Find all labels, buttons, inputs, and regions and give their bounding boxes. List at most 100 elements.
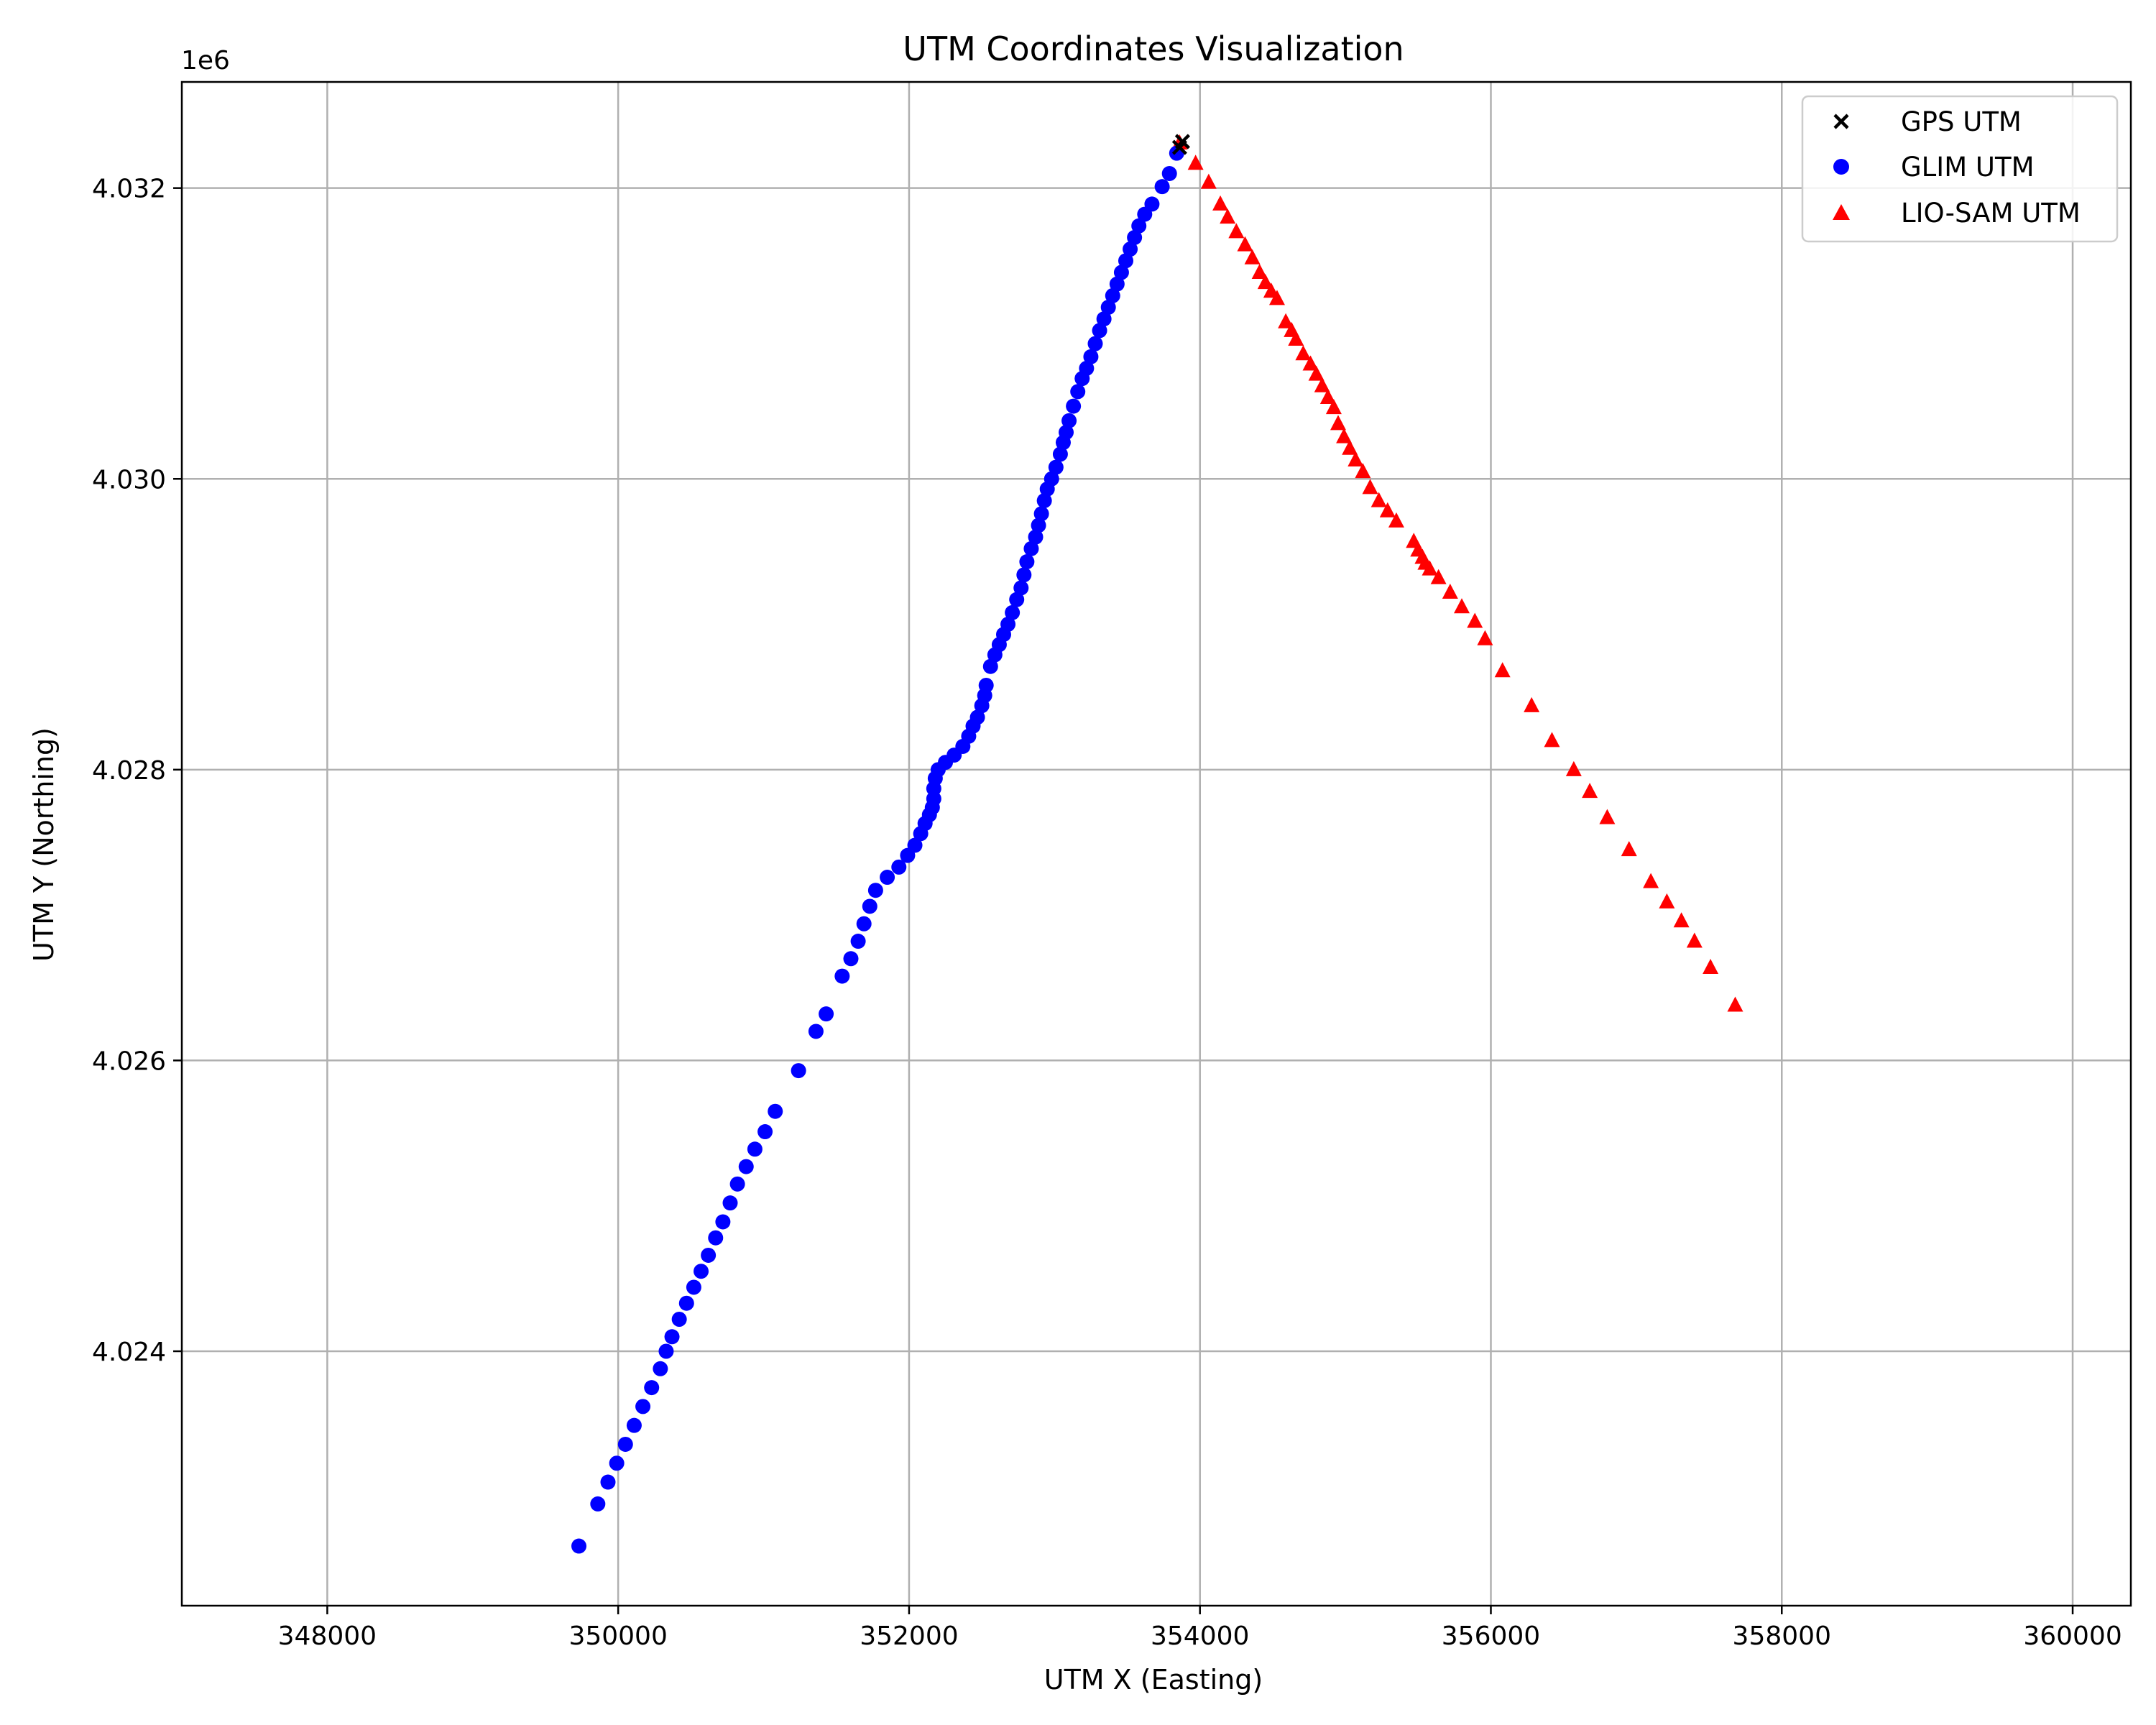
- glim-point: [1154, 179, 1170, 195]
- glim-point: [1096, 311, 1112, 327]
- liosam-point: [1703, 958, 1719, 974]
- glim-point: [1105, 288, 1120, 303]
- glim-point: [1066, 398, 1082, 414]
- x-tick-label: 356000: [1442, 1622, 1540, 1651]
- glim-point: [757, 1124, 773, 1140]
- y-tick-label: 4.026: [92, 1046, 166, 1076]
- x-tick-label: 352000: [860, 1622, 958, 1651]
- liosam-point: [1643, 873, 1659, 888]
- chart-title: UTM Coordinates Visualization: [903, 29, 1404, 68]
- glim-point: [686, 1279, 701, 1295]
- glim-point: [850, 934, 866, 949]
- glim-point: [664, 1329, 680, 1345]
- glim-point: [635, 1399, 651, 1414]
- y-axis-offset-label: 1e6: [181, 46, 230, 75]
- liosam-point: [1467, 612, 1483, 628]
- liosam-point: [1388, 512, 1404, 528]
- gps-point: [1174, 134, 1191, 150]
- glim-point: [978, 678, 994, 694]
- glim-point: [1100, 300, 1116, 316]
- glim-point: [880, 870, 895, 886]
- liosam-point: [1494, 662, 1511, 678]
- grid: [182, 82, 2131, 1606]
- glim-point: [1079, 361, 1095, 377]
- legend-marker-glim: [1833, 159, 1849, 175]
- glim-point: [1161, 165, 1177, 181]
- legend: GPS UTM GLIM UTM LIO-SAM UTM: [1801, 95, 2119, 243]
- glim-point: [1019, 554, 1035, 570]
- legend-label-glim: GLIM UTM: [1901, 152, 2035, 183]
- glim-point: [1009, 592, 1025, 607]
- legend-box: [1801, 95, 2119, 243]
- legend-marker-liosam: [1833, 204, 1850, 220]
- glim-point: [609, 1455, 625, 1471]
- liosam-point: [1524, 696, 1540, 712]
- glim-point: [1092, 323, 1107, 339]
- liosam-point: [1314, 377, 1330, 392]
- glim-point: [1016, 567, 1032, 583]
- glim-point: [1036, 493, 1052, 509]
- glim-point: [658, 1343, 674, 1359]
- liosam-point: [1220, 208, 1236, 224]
- glim-point: [808, 1024, 824, 1039]
- liosam-point: [1673, 912, 1690, 928]
- y-tick-label: 4.028: [92, 756, 166, 786]
- glim-point: [671, 1311, 687, 1327]
- glim-point: [1070, 384, 1086, 400]
- legend-label-gps: GPS UTM: [1901, 106, 2022, 137]
- glim-point: [653, 1361, 668, 1376]
- glim-point: [1033, 506, 1049, 522]
- glim-point: [722, 1195, 738, 1211]
- glim-point: [626, 1417, 642, 1433]
- liosam-point: [1244, 249, 1261, 264]
- glim-point: [1109, 276, 1125, 292]
- data-points: [571, 134, 1743, 1554]
- liosam-point: [1295, 345, 1312, 361]
- liosam-point: [1355, 463, 1371, 479]
- glim-point: [1061, 413, 1077, 428]
- y-axis-label: UTM Y (Northing): [28, 727, 60, 962]
- liosam-point: [1362, 479, 1378, 494]
- glim-point: [590, 1496, 606, 1512]
- liosam-point: [1288, 331, 1304, 346]
- liosam-point: [1659, 893, 1675, 908]
- glim-point: [819, 1006, 834, 1022]
- glim-point: [678, 1295, 694, 1311]
- x-axis-label: UTM X (Easting): [1044, 1664, 1263, 1696]
- liosam-point: [1187, 155, 1204, 170]
- glim-point: [1031, 518, 1046, 533]
- liosam-point: [1342, 439, 1358, 455]
- glim-point: [715, 1214, 731, 1230]
- glim-point: [834, 968, 850, 984]
- liosam-point: [1621, 841, 1637, 857]
- glim-point: [856, 916, 872, 932]
- liosam-point: [1228, 223, 1245, 239]
- liosam-point: [1565, 760, 1582, 776]
- glim-point: [1144, 196, 1160, 212]
- y-tick-label: 4.024: [92, 1338, 166, 1367]
- x-tick-label: 348000: [278, 1622, 377, 1651]
- glim-point: [1028, 529, 1044, 545]
- glim-point: [1087, 336, 1103, 351]
- liosam-point: [1268, 290, 1285, 305]
- glim-point: [694, 1264, 709, 1279]
- glim-point: [600, 1474, 616, 1490]
- liosam-point: [1257, 274, 1273, 290]
- liosam-point: [1727, 996, 1743, 1012]
- liosam-point: [1278, 313, 1294, 328]
- glim-point: [1083, 349, 1099, 364]
- y-tick-label: 4.032: [92, 175, 166, 204]
- liosam-point: [1582, 783, 1598, 799]
- plot-frame: [180, 80, 2132, 1607]
- glim-point: [1013, 580, 1029, 596]
- glim-point: [644, 1380, 660, 1396]
- axis-ticks: 348000 350000 352000 354000 356000 358000 3600…: [92, 175, 2122, 1651]
- glim-point: [1000, 617, 1016, 632]
- liosam-point: [1422, 560, 1438, 576]
- liosam-point: [1442, 584, 1458, 599]
- glim-point: [617, 1436, 633, 1452]
- y-tick-label: 4.030: [92, 465, 166, 494]
- liosam-point: [1302, 355, 1319, 371]
- liosam-point: [1430, 569, 1447, 584]
- liosam-point: [1330, 415, 1346, 431]
